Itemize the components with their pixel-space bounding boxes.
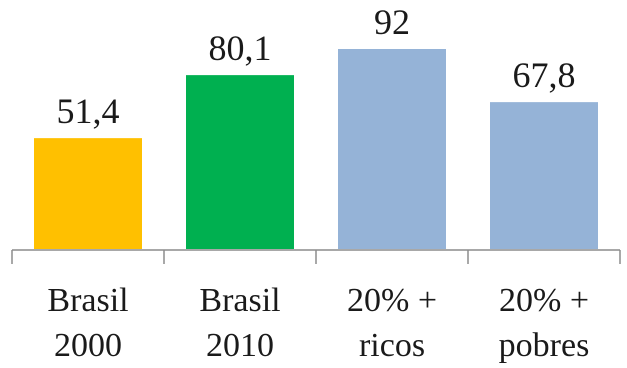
bar-1 [184, 73, 296, 251]
category-label-3-line-0: 20% + [499, 282, 589, 319]
bars-group [32, 47, 600, 251]
bar-3 [488, 100, 600, 251]
category-label-0-line-0: Brasil [47, 282, 128, 319]
category-labels-group: Brasil 2000 Brasil 2010 20% + ricos 20% + pobre… [47, 282, 589, 364]
category-label-2-line-0: 20% + [347, 282, 437, 319]
value-label-1: 80,1 [209, 28, 272, 68]
category-label-2-line-1: ricos [359, 327, 425, 364]
category-label-1-line-0: Brasil [199, 282, 280, 319]
value-label-3: 67,8 [513, 55, 576, 95]
value-label-2: 92 [374, 2, 410, 42]
bar-0 [32, 136, 144, 251]
value-labels-group: 51,4 80,1 92 67,8 [57, 2, 576, 131]
category-label-0-line-1: 2000 [54, 327, 122, 364]
category-label-1-line-1: 2010 [206, 327, 274, 364]
category-label-3-line-1: pobres [499, 327, 590, 364]
x-axis [11, 249, 621, 264]
bar-2 [336, 47, 448, 251]
value-label-0: 51,4 [57, 91, 120, 131]
